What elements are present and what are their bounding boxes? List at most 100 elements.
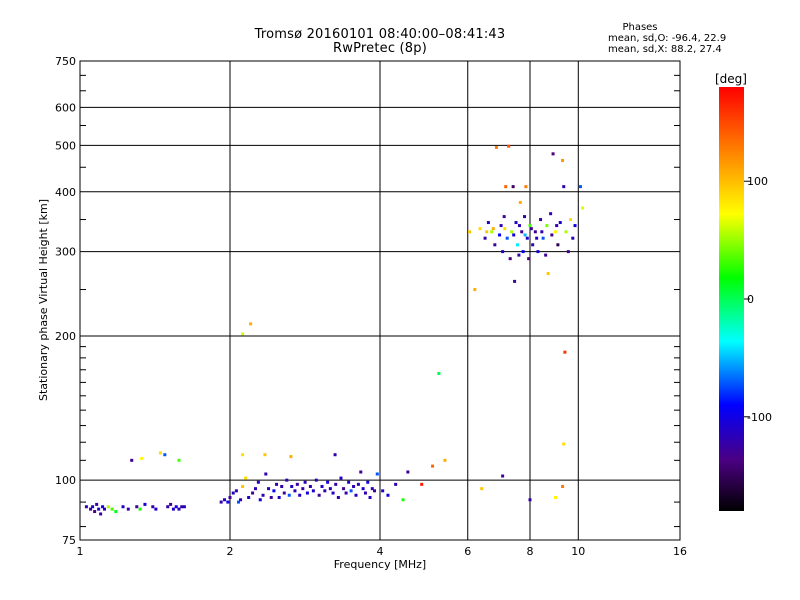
data-point (509, 257, 512, 260)
data-point (223, 498, 226, 501)
data-point (516, 243, 519, 246)
data-point (561, 159, 564, 162)
data-point (519, 201, 522, 204)
data-point (229, 496, 232, 499)
y-tick-label: 600 (55, 101, 76, 114)
data-point (259, 498, 262, 501)
data-point (495, 146, 498, 149)
data-point (542, 237, 545, 240)
data-point (241, 453, 244, 456)
data-point (270, 496, 273, 499)
data-point (503, 227, 506, 230)
axis-ticks: 1 2 4 6 8 10 1675100200300400500600750 (55, 55, 687, 558)
data-point (111, 508, 114, 511)
data-point (507, 145, 510, 148)
data-point (531, 243, 534, 246)
data-point (503, 215, 506, 218)
x-tick-label: 8 (527, 545, 534, 558)
y-tick-label: 75 (62, 534, 76, 547)
y-tick-label: 100 (55, 474, 76, 487)
data-point (556, 243, 559, 246)
x-axis-label: Frequency [MHz] (334, 558, 426, 571)
data-point (506, 237, 509, 240)
data-point (301, 487, 304, 490)
data-point (513, 280, 516, 283)
data-point (169, 503, 172, 506)
data-point (520, 230, 523, 233)
data-point (232, 492, 235, 495)
data-point (500, 224, 503, 227)
data-point (487, 221, 490, 224)
colorbar-label: [deg] (715, 72, 747, 86)
y-tick-label: 750 (55, 55, 76, 68)
data-point (512, 185, 515, 188)
data-point (298, 494, 301, 497)
data-point (431, 465, 434, 468)
data-point (285, 479, 288, 482)
data-point (522, 250, 525, 253)
data-point (244, 477, 247, 480)
data-point (103, 508, 106, 511)
data-point (172, 508, 175, 511)
data-point (534, 230, 537, 233)
data-point (95, 503, 98, 506)
data-point (318, 494, 321, 497)
data-point (492, 227, 495, 230)
data-point (159, 451, 162, 454)
data-point (562, 185, 565, 188)
data-point (574, 224, 577, 227)
data-point (352, 485, 355, 488)
data-point (151, 505, 154, 508)
data-point (166, 505, 169, 508)
data-point (350, 489, 353, 492)
data-point (334, 483, 337, 486)
colorbar-tick-label: 0 (747, 293, 754, 306)
x-tick-label: 16 (673, 545, 687, 558)
data-point (565, 230, 568, 233)
data-point (406, 470, 409, 473)
y-tick-label: 500 (55, 139, 76, 152)
data-point (562, 442, 565, 445)
data-point (127, 508, 130, 511)
data-point (524, 185, 527, 188)
y-axis-label: Stationary phase Virtual Height [km] (37, 199, 50, 401)
data-point (530, 227, 533, 230)
data-point (437, 372, 440, 375)
data-point (107, 505, 110, 508)
data-point (550, 233, 553, 236)
data-point (289, 455, 292, 458)
data-point (175, 505, 178, 508)
colorbar-tick-label: 100 (747, 175, 768, 188)
data-point (549, 212, 552, 215)
data-point (241, 332, 244, 335)
data-point (309, 485, 312, 488)
data-point (304, 481, 307, 484)
data-point (251, 492, 254, 495)
data-point (498, 233, 501, 236)
data-point (99, 512, 102, 515)
data-point (130, 459, 133, 462)
data-point (264, 473, 267, 476)
data-point (337, 496, 340, 499)
data-point (504, 185, 507, 188)
data-point (561, 485, 564, 488)
x-tick-label: 4 (377, 545, 384, 558)
data-point (490, 230, 493, 233)
data-point (288, 494, 291, 497)
data-point (535, 237, 538, 240)
data-point (257, 481, 260, 484)
data-point (376, 473, 379, 476)
data-point (480, 487, 483, 490)
data-point (278, 496, 281, 499)
data-point (563, 351, 566, 354)
data-point (539, 218, 542, 221)
data-point (517, 254, 520, 257)
data-point (323, 489, 326, 492)
data-point (386, 494, 389, 497)
data-point (536, 250, 539, 253)
data-point (359, 470, 362, 473)
data-point (420, 483, 423, 486)
data-point (559, 221, 562, 224)
data-point (280, 485, 283, 488)
data-point (545, 224, 548, 227)
